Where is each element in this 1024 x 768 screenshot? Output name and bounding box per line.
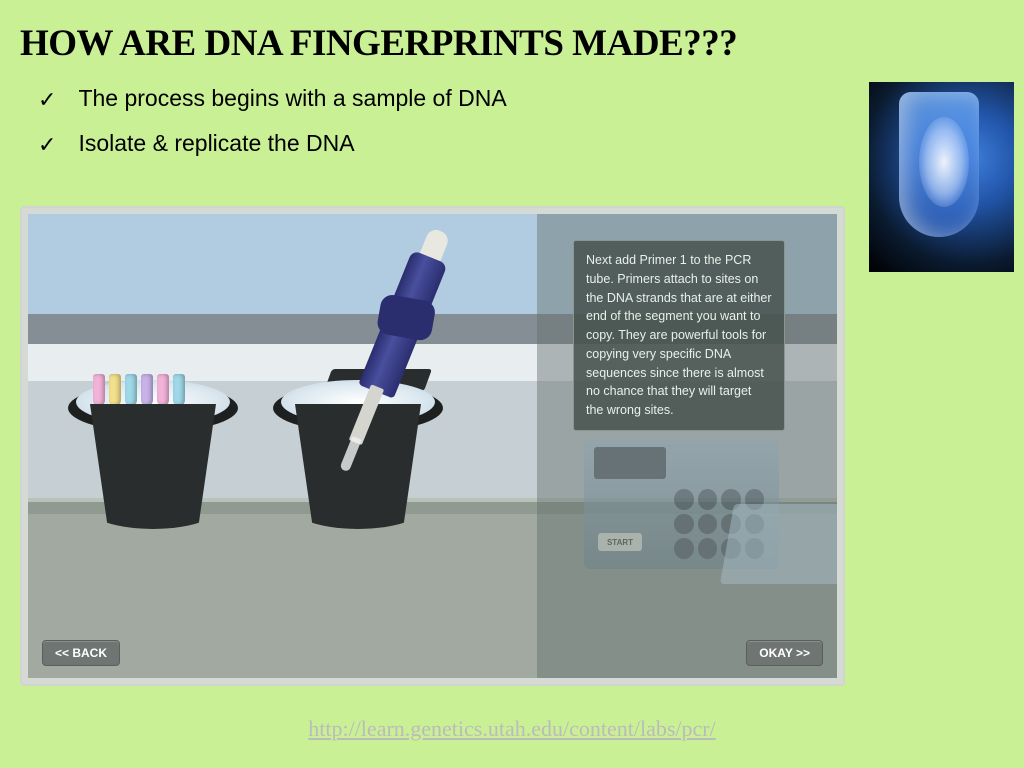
pcr-tube[interactable] xyxy=(93,374,105,406)
okay-button[interactable]: OKAY >> xyxy=(746,640,823,666)
instruction-tooltip: Next add Primer 1 to the PCR tube. Prime… xyxy=(573,240,785,431)
pcr-tube[interactable] xyxy=(141,374,153,406)
source-link[interactable]: http://learn.genetics.utah.edu/content/l… xyxy=(0,716,1024,742)
check-icon: ✓ xyxy=(38,132,56,158)
back-button[interactable]: << BACK xyxy=(42,640,120,666)
sim-stage: START Next add Primer 1 to the PCR tube.… xyxy=(28,214,837,678)
tip-rack xyxy=(720,504,837,584)
pcr-simulation-panel: START Next add Primer 1 to the PCR tube.… xyxy=(20,206,845,686)
check-icon: ✓ xyxy=(38,87,56,113)
pcr-tube[interactable] xyxy=(125,374,137,406)
start-button[interactable]: START xyxy=(598,533,642,551)
ice-bucket-tubes[interactable] xyxy=(68,374,238,529)
bullet-text: Isolate & replicate the DNA xyxy=(78,130,354,157)
page-title: HOW ARE DNA FINGERPRINTS MADE??? xyxy=(0,0,1024,75)
pcr-tube[interactable] xyxy=(109,374,121,406)
pcr-tube[interactable] xyxy=(157,374,169,406)
dna-tube-photo xyxy=(869,82,1014,272)
pcr-tube[interactable] xyxy=(173,374,185,406)
bullet-text: The process begins with a sample of DNA xyxy=(78,85,506,112)
